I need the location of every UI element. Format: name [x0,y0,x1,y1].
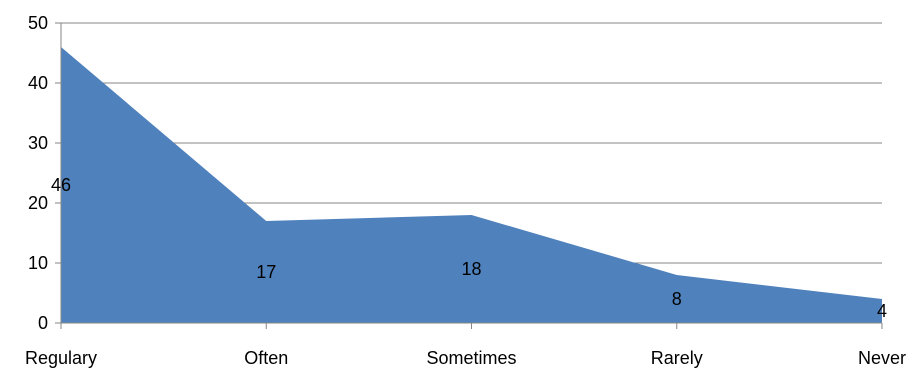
area-series [61,47,882,323]
y-tick-label: 40 [28,73,48,93]
series-area [61,47,882,323]
data-label: 17 [256,262,276,282]
x-axis-ticks: Regulary Often Sometimes Rarely Never [25,323,906,368]
y-tick-label: 30 [28,133,48,153]
data-labels: 46 17 18 8 4 [51,175,887,321]
y-tick-label: 20 [28,193,48,213]
data-label: 46 [51,175,71,195]
data-label: 18 [461,259,481,279]
data-label: 8 [672,289,682,309]
x-tick-label: Never [858,348,906,368]
x-tick-label: Sometimes [426,348,516,368]
y-axis-ticks: 0 10 20 30 40 50 [28,13,61,333]
x-tick-label: Rarely [651,348,703,368]
y-tick-label: 50 [28,13,48,33]
x-tick-label: Regulary [25,348,97,368]
y-tick-label: 10 [28,253,48,273]
data-label: 4 [877,301,887,321]
y-tick-label: 0 [38,313,48,333]
x-tick-label: Often [244,348,288,368]
